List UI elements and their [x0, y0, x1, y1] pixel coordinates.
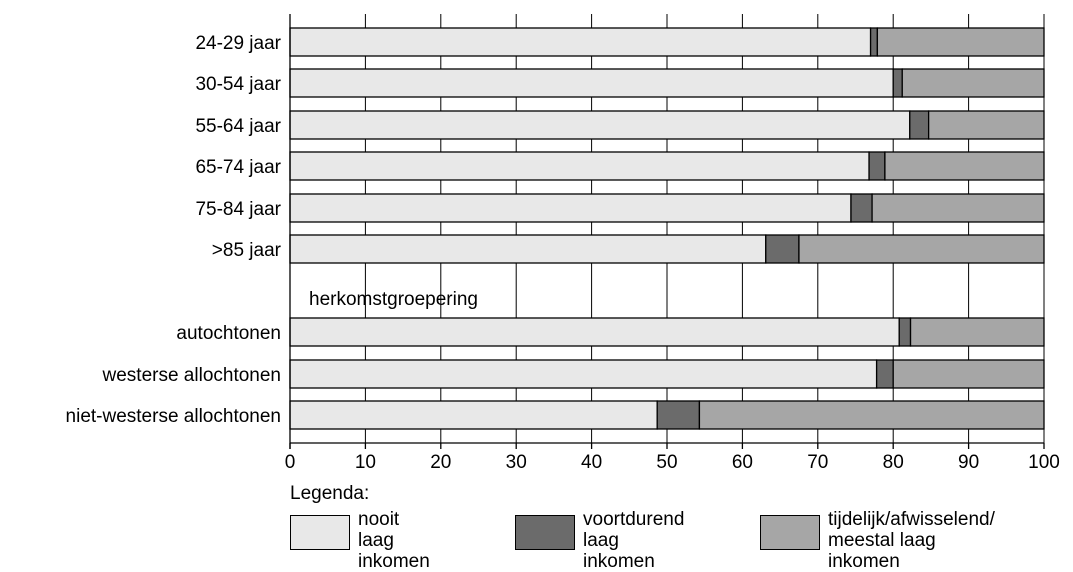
bar-segment-5-1 [765, 234, 800, 264]
x-tick-label-90: 90 [958, 452, 979, 473]
x-tick-label-0: 0 [285, 452, 296, 473]
category-label-1: 30-54 jaar [195, 74, 281, 95]
category-label-2: 55-64 jaar [195, 116, 281, 137]
x-tick-label-80: 80 [883, 452, 904, 473]
bars [289, 27, 1045, 430]
legend-label-tijdelijk: tijdelijk/afwisselend/ meestal laag inko… [828, 509, 995, 572]
legend: Legenda: nooit laag inkomen voortdurend … [290, 483, 1070, 572]
bar-segment-2-1 [909, 110, 930, 140]
legend-swatch-voortdurend [515, 515, 575, 550]
x-tick-label-60: 60 [732, 452, 753, 473]
legend-label-voortdurend: voortdurend laag inkomen [583, 509, 685, 572]
bar-segment-8-2 [698, 400, 1045, 430]
category-label-7: westerse allochtonen [102, 365, 282, 386]
category-label-3: 65-74 jaar [195, 157, 281, 178]
bar-segment-1-2 [901, 68, 1045, 98]
bar-segment-0-2 [876, 27, 1045, 57]
category-label-8: niet-westerse allochtonen [66, 406, 281, 427]
category-label-0: 24-29 jaar [195, 33, 281, 54]
x-tick-label-20: 20 [430, 452, 451, 473]
category-label-5: >85 jaar [212, 240, 282, 261]
bar-segment-1-1 [892, 68, 903, 98]
bar-segment-5-2 [798, 234, 1045, 264]
bar-segment-6-2 [909, 317, 1045, 347]
x-tick-label-100: 100 [1028, 452, 1060, 473]
bar-segment-3-2 [884, 151, 1045, 181]
bar-segment-7-0 [289, 359, 878, 389]
stacked-bar-chart: 24-29 jaar 30-54 jaar 55-64 jaar 65-74 jaar… [66, 14, 1060, 473]
legend-label-nooit: nooit laag inkomen [358, 509, 430, 572]
bar-segment-3-1 [868, 151, 886, 181]
bar-segment-7-1 [875, 359, 894, 389]
bar-segment-0-0 [289, 27, 872, 57]
category-label-6: autochtonen [176, 323, 281, 344]
x-axis: 0 10 20 30 40 50 60 70 80 90 100 [285, 14, 1060, 473]
bar-segment-6-0 [289, 317, 900, 347]
bar-segment-2-0 [289, 110, 911, 140]
category-labels: 24-29 jaar 30-54 jaar 55-64 jaar 65-74 jaar… [66, 33, 282, 427]
category-label-4: 75-84 jaar [195, 199, 281, 220]
bar-segment-7-2 [892, 359, 1045, 389]
bar-segment-3-0 [289, 151, 870, 181]
legend-swatch-nooit [290, 515, 350, 550]
x-tick-label-70: 70 [807, 452, 828, 473]
group-label: herkomstgroepering [309, 289, 478, 310]
bar-segment-4-0 [289, 193, 852, 223]
bar-segment-4-1 [850, 193, 873, 223]
bar-segment-2-2 [927, 110, 1045, 140]
bar-segment-1-0 [289, 68, 894, 98]
legend-title: Legenda: [290, 483, 370, 504]
bar-segment-4-2 [871, 193, 1045, 223]
x-tick-label-40: 40 [581, 452, 602, 473]
bar-segment-0-1 [869, 27, 879, 57]
x-tick-label-30: 30 [506, 452, 527, 473]
x-tick-label-10: 10 [355, 452, 376, 473]
bar-segment-8-1 [656, 400, 701, 430]
bar-segment-8-0 [289, 400, 658, 430]
bar-segment-5-0 [289, 234, 767, 264]
x-tick-label-50: 50 [656, 452, 677, 473]
bar-segment-6-1 [898, 317, 912, 347]
legend-swatch-tijdelijk [760, 515, 820, 550]
